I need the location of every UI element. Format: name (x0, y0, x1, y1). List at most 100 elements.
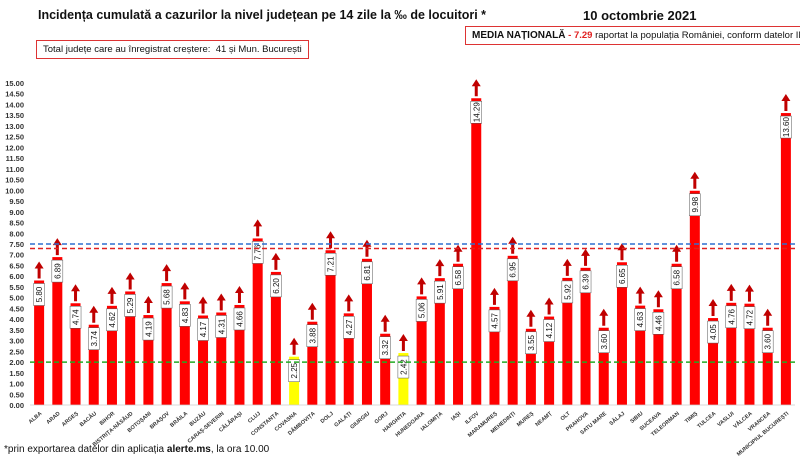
value-label: 14.29 (472, 102, 481, 123)
value-label-box (689, 193, 701, 217)
increase-arrow-icon (435, 259, 445, 277)
value-label: 6.20 (272, 278, 281, 294)
bar (34, 280, 45, 405)
national-value: 7.29 (573, 30, 593, 41)
value-label: 9.98 (691, 196, 700, 212)
y-tick-label: 0.00 (9, 401, 24, 410)
chart-title: Incidența cumulată a cazurilor la nivel … (38, 8, 487, 22)
increase-arrow-icon (763, 308, 773, 326)
value-label-box (415, 299, 428, 322)
value-label: 4.57 (490, 313, 499, 329)
x-tick-label: ARAD (46, 411, 62, 426)
increase-arrow-icon (471, 79, 481, 97)
bar (598, 327, 609, 405)
bar (179, 301, 190, 405)
value-label: 3.60 (600, 333, 609, 349)
value-label: 4.12 (545, 322, 554, 338)
value-label-box (33, 283, 45, 306)
value-label-box (142, 317, 155, 341)
value-label-box (543, 319, 555, 342)
value-label: 4.72 (745, 309, 754, 325)
y-tick-label: 3.50 (9, 326, 24, 335)
value-label-box (251, 241, 264, 264)
value-label: 4.74 (72, 309, 81, 325)
increase-arrow-icon (417, 277, 427, 295)
value-label: 4.62 (108, 311, 117, 327)
value-label: 4.66 (235, 311, 244, 327)
y-tick-label: 5.50 (9, 283, 24, 292)
value-label: 5.80 (35, 286, 44, 302)
summary-value: 41 și Mun. București (215, 44, 302, 55)
bar (744, 303, 755, 405)
value-label: 3.88 (308, 327, 317, 343)
value-label: 6.58 (673, 269, 682, 285)
value-label-box (634, 308, 646, 331)
y-tick-label: 6.00 (9, 272, 24, 281)
y-tick-label: 5.00 (9, 294, 24, 303)
national-sep: - (565, 30, 574, 41)
increase-arrow-icon (271, 252, 281, 270)
bar (780, 113, 791, 405)
increase-arrow-icon (289, 337, 299, 355)
value-label-box (743, 306, 756, 329)
increase-arrow-icon (672, 244, 682, 262)
y-tick-label: 0.50 (9, 390, 24, 399)
value-label: 3.60 (764, 333, 773, 349)
increase-arrow-icon (380, 314, 390, 332)
bar (325, 250, 336, 405)
value-label-box (579, 270, 592, 294)
increase-arrow-icon (453, 244, 463, 262)
increase-arrow-icon (781, 94, 791, 112)
bar (416, 296, 427, 405)
increase-arrow-icon (71, 284, 81, 302)
value-label-box (160, 285, 173, 309)
value-label-box (197, 318, 209, 341)
value-label-box (343, 316, 355, 339)
value-label: 7.21 (327, 256, 336, 272)
x-tick-label: BRĂILA (169, 410, 189, 429)
value-label-box (288, 359, 300, 382)
bar (361, 258, 372, 405)
y-tick-label: 8.50 (9, 219, 24, 228)
value-label: 5.29 (126, 297, 135, 313)
footnote-source: alerte.ms (166, 444, 211, 455)
value-label-box (470, 100, 482, 124)
increase-arrow-icon (162, 264, 172, 282)
bar (453, 263, 464, 405)
value-label-box (725, 305, 737, 329)
bar (653, 309, 664, 405)
bar (616, 262, 627, 405)
y-tick-label: 2.00 (9, 358, 24, 367)
y-tick-label: 3.00 (9, 337, 24, 346)
x-tick-label: IAȘI (450, 411, 462, 423)
value-label: 4.05 (709, 324, 718, 340)
increase-arrow-icon (326, 231, 336, 249)
x-tick-label: GIURGIU (349, 411, 371, 431)
value-label: 4.76 (727, 308, 736, 324)
y-tick-label: 14.00 (5, 100, 24, 109)
bar (525, 328, 536, 405)
increase-arrow-icon (398, 334, 408, 352)
value-label-box (215, 315, 227, 338)
x-tick-label: TULCEA (696, 411, 717, 430)
value-label-box (488, 309, 501, 333)
y-tick-label: 13.50 (5, 111, 24, 120)
value-label-box (88, 327, 100, 350)
bar (689, 190, 700, 405)
footnote-time: , la ora 10.00 (210, 444, 270, 455)
y-tick-label: 12.50 (5, 133, 24, 142)
value-label: 3.74 (90, 330, 99, 346)
bar (52, 257, 63, 405)
increase-arrow-icon (744, 284, 754, 302)
bar (489, 306, 500, 405)
bar (270, 271, 281, 405)
value-label: 5.68 (163, 289, 172, 305)
increase-arrow-icon (544, 297, 554, 315)
y-tick-label: 7.00 (9, 251, 24, 260)
value-label: 6.89 (53, 263, 62, 279)
summary-box: Total județe care au înregistrat creșter… (36, 40, 309, 59)
value-label-box (525, 331, 537, 355)
value-label: 5.91 (436, 284, 445, 300)
footnote-text: *prin exportarea datelor din aplicația (4, 444, 167, 455)
